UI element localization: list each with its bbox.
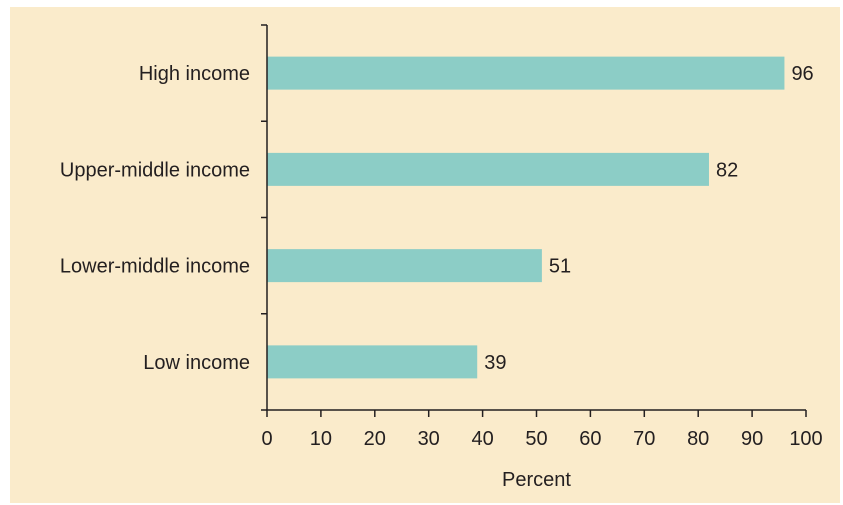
category-label-2: Lower-middle income <box>60 256 250 278</box>
bar-3 <box>267 345 478 379</box>
data-label-0: 96 <box>791 63 813 85</box>
x-tick-label-7: 70 <box>633 428 655 450</box>
x-tick-label-10: 100 <box>789 428 822 450</box>
x-tick-label-2: 20 <box>364 428 386 450</box>
x-tick-label-6: 60 <box>579 428 601 450</box>
category-label-0: High income <box>139 63 250 85</box>
data-label-3: 39 <box>484 352 506 374</box>
bar-0 <box>267 56 785 90</box>
bars-layer: 96 High income 82 Upper-middle income 51 Lowe… <box>60 56 814 379</box>
data-label-2: 51 <box>549 256 571 278</box>
x-tick-label-1: 10 <box>310 428 332 450</box>
x-tick-label-3: 30 <box>418 428 440 450</box>
ticks-layer: 0 10 20 30 40 50 60 70 80 90 100 <box>261 24 823 450</box>
bar-1 <box>267 152 709 186</box>
x-tick-label-9: 90 <box>741 428 763 450</box>
x-tick-label-4: 40 <box>471 428 493 450</box>
bar-2 <box>267 249 542 283</box>
category-label-1: Upper-middle income <box>60 159 250 181</box>
x-tick-label-8: 80 <box>687 428 709 450</box>
data-label-1: 82 <box>716 159 738 181</box>
x-tick-label-0: 0 <box>261 428 272 450</box>
category-label-3: Low income <box>143 352 250 374</box>
x-axis-title: Percent <box>502 469 571 491</box>
x-tick-label-5: 50 <box>525 428 547 450</box>
